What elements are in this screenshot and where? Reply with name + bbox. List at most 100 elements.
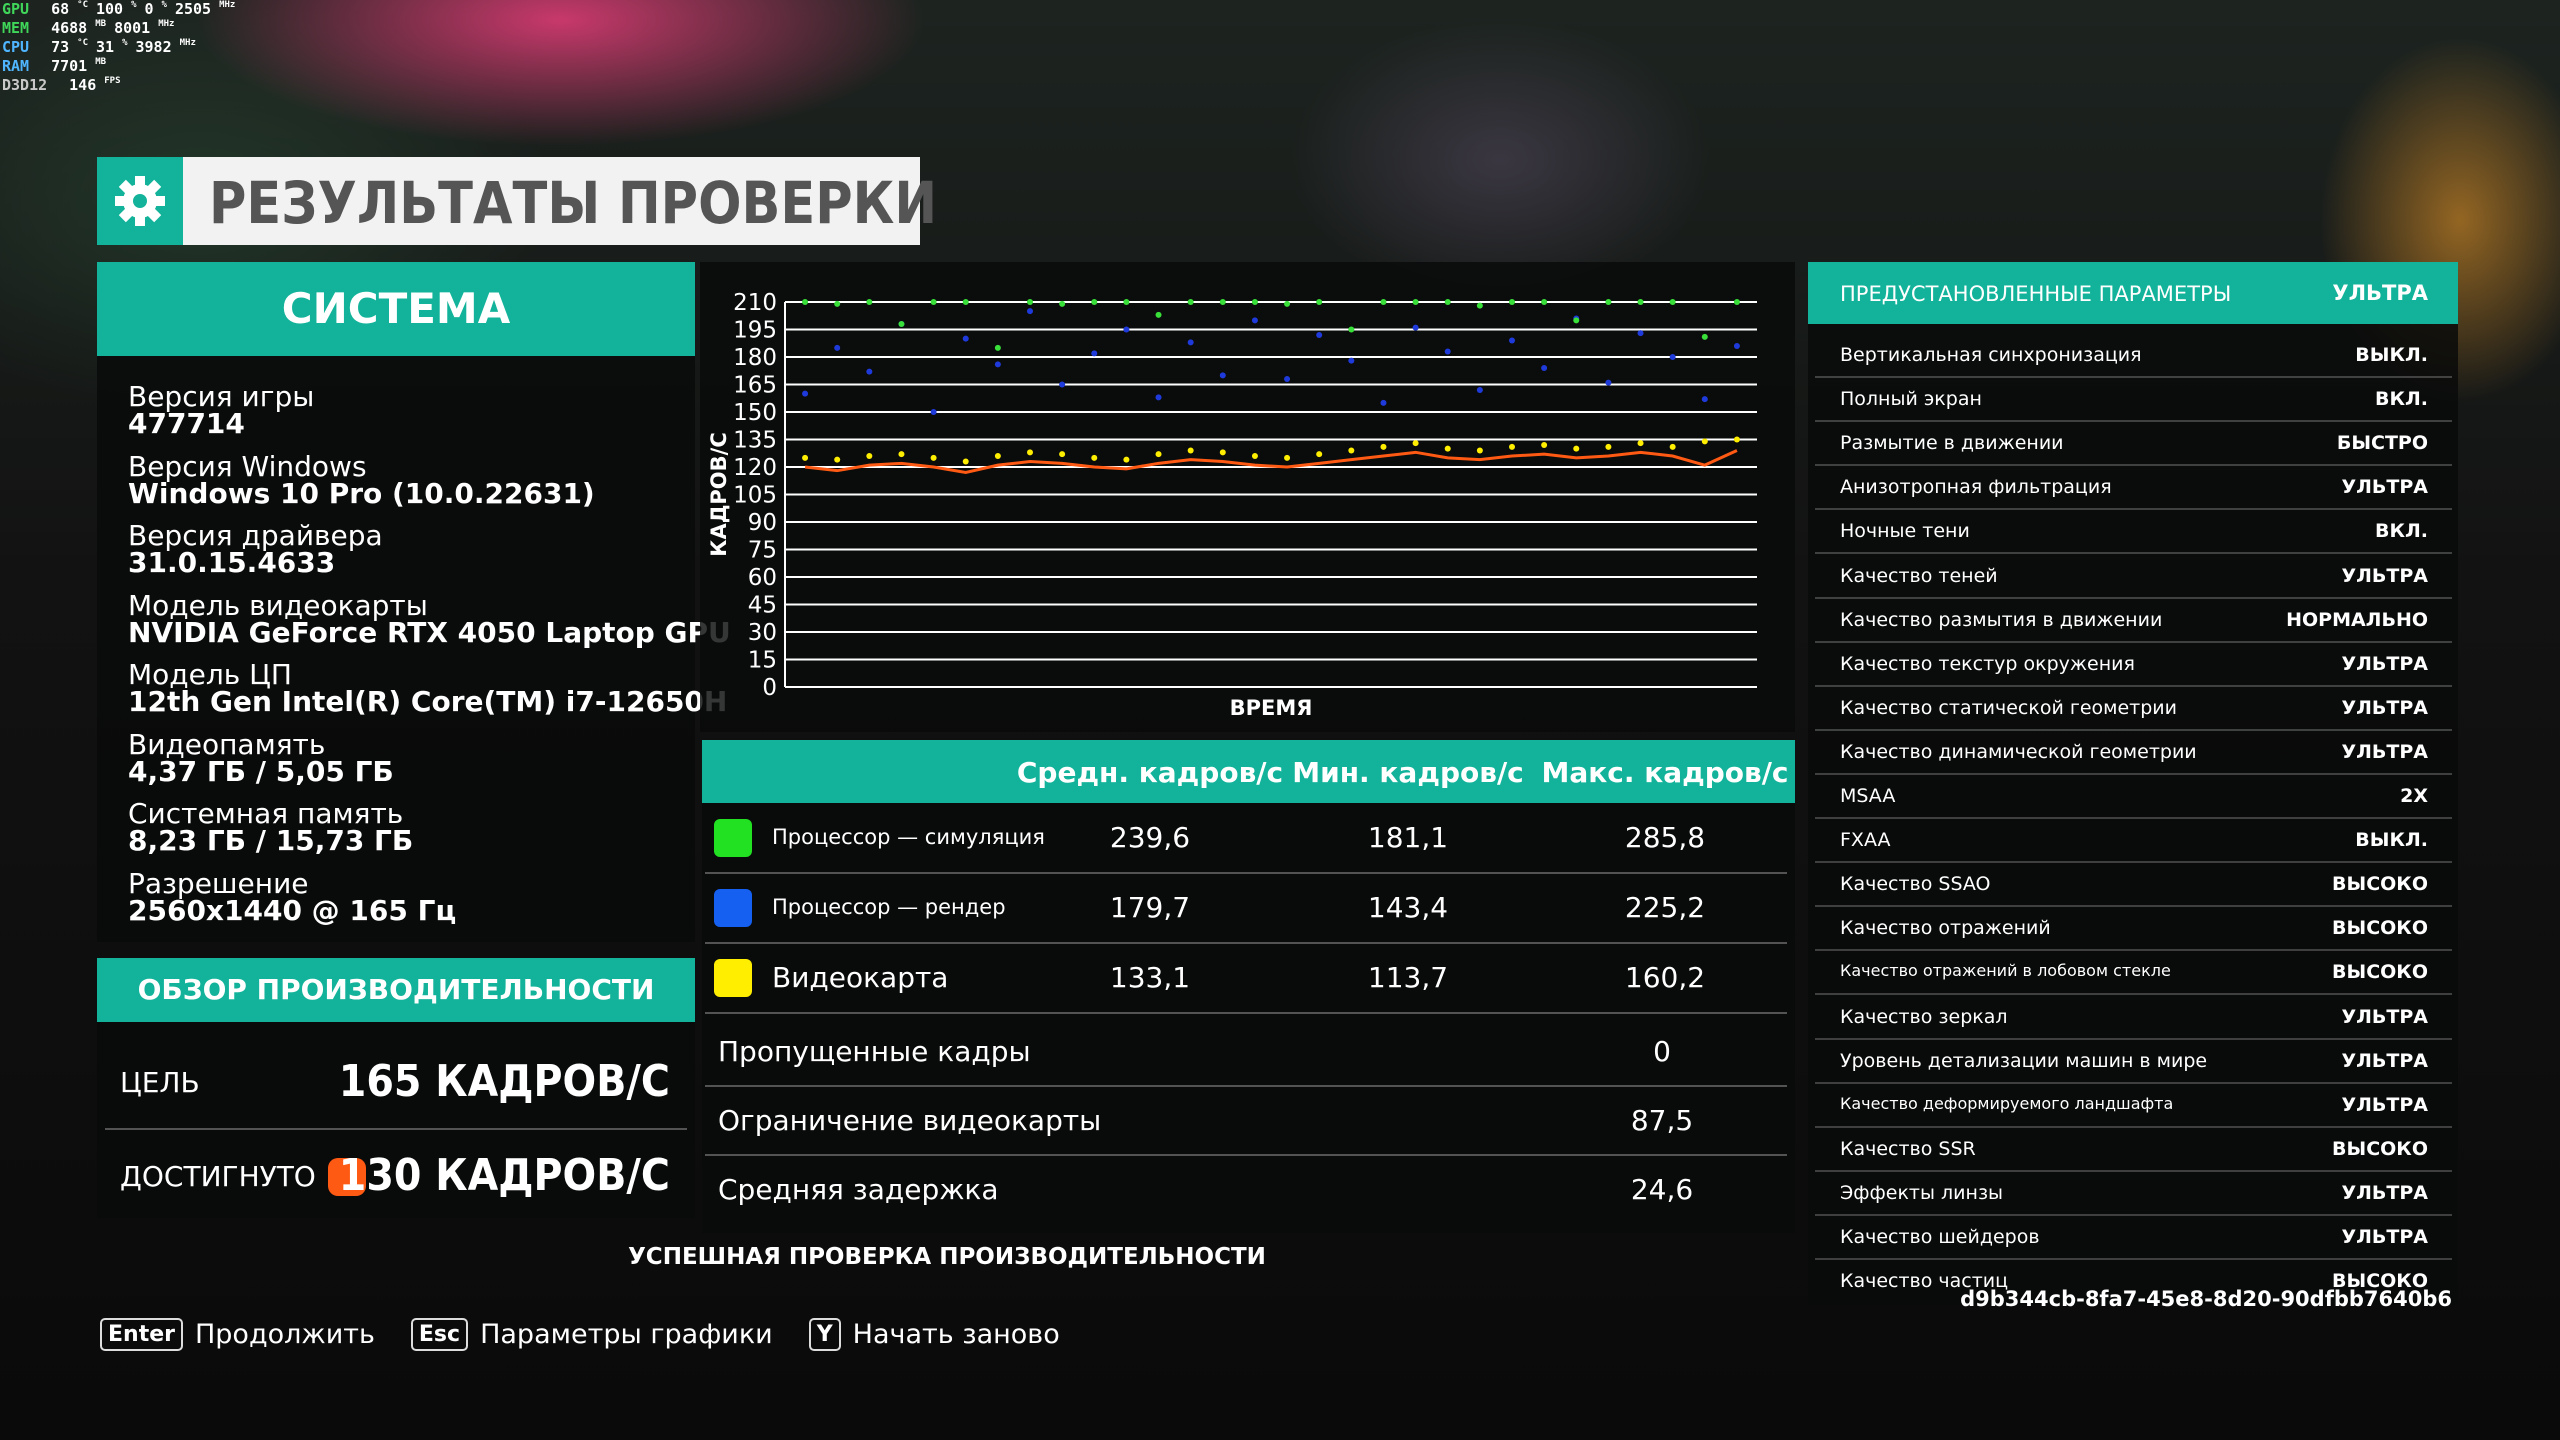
osd-row: GPU 68 °C 100% 0% 2505 MHz	[2, 0, 243, 18]
fps-dot	[1348, 326, 1355, 333]
osd-unit: MHz	[179, 38, 196, 48]
osd-row: MEM 4688 MB 8001 MHz	[2, 19, 182, 37]
setting-value: 2X	[2400, 785, 2428, 807]
fps-dot	[930, 454, 937, 461]
osd-value: 3982	[135, 38, 172, 56]
osd-value: 31	[96, 38, 115, 56]
setting-label: Вертикальная синхронизация	[1840, 344, 2142, 366]
row-cell: 143,4	[1367, 891, 1449, 924]
achieved-value: 130 КАДРОВ/С	[338, 1150, 670, 1201]
fps-dot	[1637, 299, 1644, 305]
button[interactable]: Esc Параметры графики	[410, 1318, 773, 1351]
osd-unit: FPS	[104, 76, 121, 86]
button[interactable]: Enter Продолжить	[100, 1318, 375, 1351]
fps-dot	[1476, 387, 1483, 393]
fps-dot	[1284, 300, 1291, 307]
osd-unit: °C	[77, 0, 88, 10]
table-header: Средн. кадров/с	[1016, 756, 1284, 789]
system-label: Версия Windows	[128, 449, 367, 483]
setting-separator	[1815, 684, 2452, 687]
setting-separator	[1815, 1081, 2452, 1084]
setting-value: УЛЬТРА	[2341, 740, 2428, 763]
y-tick-label: 135	[733, 428, 777, 454]
setting-label: Размытие в движении	[1840, 432, 2064, 455]
setting-separator	[1815, 508, 2452, 511]
fps-dot	[1091, 454, 1098, 461]
overview-panel	[97, 1022, 695, 1218]
overview-title-bar: ОБЗОР ПРОИЗВОДИТЕЛЬНОСТИ	[97, 958, 695, 1022]
setting-label: Анизотропная фильтрация	[1840, 476, 2112, 499]
setting-separator	[1815, 861, 2452, 864]
key-hint: Enter	[100, 1318, 183, 1351]
fps-dot	[1091, 299, 1098, 305]
fps-dot	[1187, 299, 1194, 305]
osd-unit: MHz	[158, 19, 175, 29]
fps-dot	[1027, 308, 1033, 315]
chart-panel	[700, 262, 1795, 732]
osd-label: CPU	[2, 38, 30, 56]
key-hint: Esc	[410, 1318, 469, 1351]
y-tick-label: 195	[733, 318, 777, 344]
setting-label: Качество зеркал	[1840, 1005, 2008, 1028]
row-name: Процессор — рендер	[772, 895, 1006, 919]
setting-label: Качество деформируемого ландшафта	[1840, 1093, 2174, 1113]
y-tick-label: 90	[748, 510, 777, 536]
system-value: 31.0.15.4633	[128, 546, 336, 579]
row-cell: 181,1	[1367, 821, 1449, 854]
row-cell: 160,2	[1624, 961, 1706, 994]
setting-value: УЛЬТРА	[2341, 1181, 2428, 1204]
button-bar: Enter Продолжить Esc Параметры графики Y Нача…	[100, 1318, 1060, 1351]
system-value: 12th Gen Intel(R) Core(TM) i7-12650H	[128, 685, 728, 718]
stat-value: 24,6	[1630, 1173, 1694, 1206]
fps-dot	[1380, 443, 1387, 450]
fps-dot	[1284, 376, 1291, 382]
fps-dot	[1733, 299, 1740, 305]
osd-value: 0	[144, 0, 154, 18]
fps-dot	[1316, 299, 1323, 305]
stat-label: Пропущенные кадры	[718, 1035, 1031, 1068]
fps-dot	[1316, 451, 1323, 458]
setting-label: Качество отражений в лобовом стекле	[1840, 961, 2171, 981]
fps-dot	[1123, 456, 1130, 463]
fps-dot	[834, 300, 841, 307]
osd-value: 4688	[51, 19, 88, 37]
setting-label: Полный экран	[1840, 388, 1982, 411]
fps-dot	[1091, 350, 1098, 357]
setting-separator	[1815, 1213, 2452, 1216]
setting-separator	[1815, 949, 2452, 952]
button-label: Продолжить	[194, 1319, 375, 1350]
y-tick-label: 45	[748, 593, 777, 619]
fps-dot	[1219, 372, 1226, 379]
stat-label: Ограничение видеокарты	[718, 1104, 1102, 1137]
osd-label: MEM	[2, 19, 30, 37]
setting-separator	[1815, 1169, 2452, 1172]
osd-value: 100	[96, 0, 124, 18]
table-header: Мин. кадров/с	[1292, 756, 1524, 789]
row-swatch	[714, 959, 752, 997]
stat-value: 87,5	[1630, 1104, 1694, 1137]
setting-value: ВЫСОКО	[2332, 873, 2428, 896]
status: УСПЕШНАЯ ПРОВЕРКА ПРОИЗВОДИТЕЛЬНОСТИ	[628, 1244, 1266, 1270]
setting-separator	[1815, 1125, 2452, 1128]
setting-separator	[1815, 772, 2452, 775]
button[interactable]: Y Начать заново	[808, 1318, 1060, 1351]
setting-value: УЛЬТРА	[2341, 1093, 2428, 1116]
row-swatch	[714, 819, 752, 857]
y-axis-label: КАДРОВ/С	[707, 432, 731, 556]
setting-label: FXAA	[1840, 829, 1891, 852]
osd-value: 8001	[114, 19, 151, 37]
system-title-bar: СИСТЕМА	[97, 262, 695, 356]
fps-dot	[1541, 442, 1548, 448]
setting-separator	[1815, 420, 2452, 423]
fps-dot	[1541, 299, 1548, 305]
fps-dot	[1155, 451, 1162, 458]
stat-separator	[705, 1154, 1787, 1156]
fps-dot	[1348, 447, 1355, 454]
settings-panel	[1808, 262, 2458, 1305]
stat-value: 0	[1653, 1035, 1671, 1068]
osd-row: RAM 7701 MB	[2, 57, 114, 75]
system-value: 8,23 ГБ / 15,73 ГБ	[128, 824, 414, 857]
setting-value: ВЫКЛ.	[2355, 344, 2428, 366]
